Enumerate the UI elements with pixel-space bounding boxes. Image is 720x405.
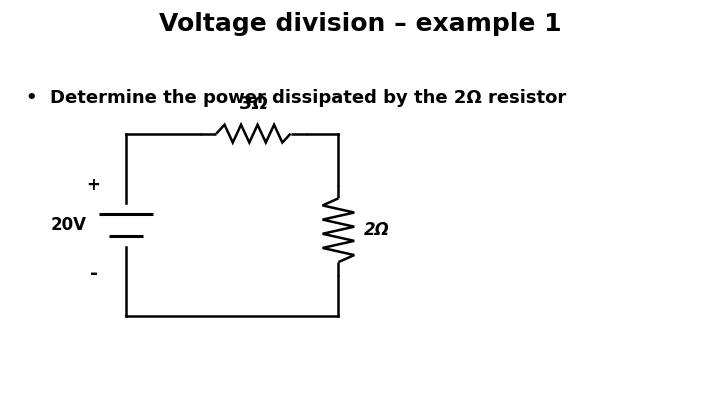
Text: •: •: [25, 89, 37, 107]
Text: +: +: [86, 176, 101, 194]
Text: Determine the power dissipated by the 2Ω resistor: Determine the power dissipated by the 2Ω…: [50, 89, 567, 107]
Text: Voltage division – example 1: Voltage division – example 1: [158, 12, 562, 36]
Text: 20V: 20V: [50, 216, 86, 234]
Text: 2Ω: 2Ω: [364, 221, 390, 239]
Text: -: -: [89, 264, 98, 283]
Text: 3Ω: 3Ω: [240, 96, 267, 113]
